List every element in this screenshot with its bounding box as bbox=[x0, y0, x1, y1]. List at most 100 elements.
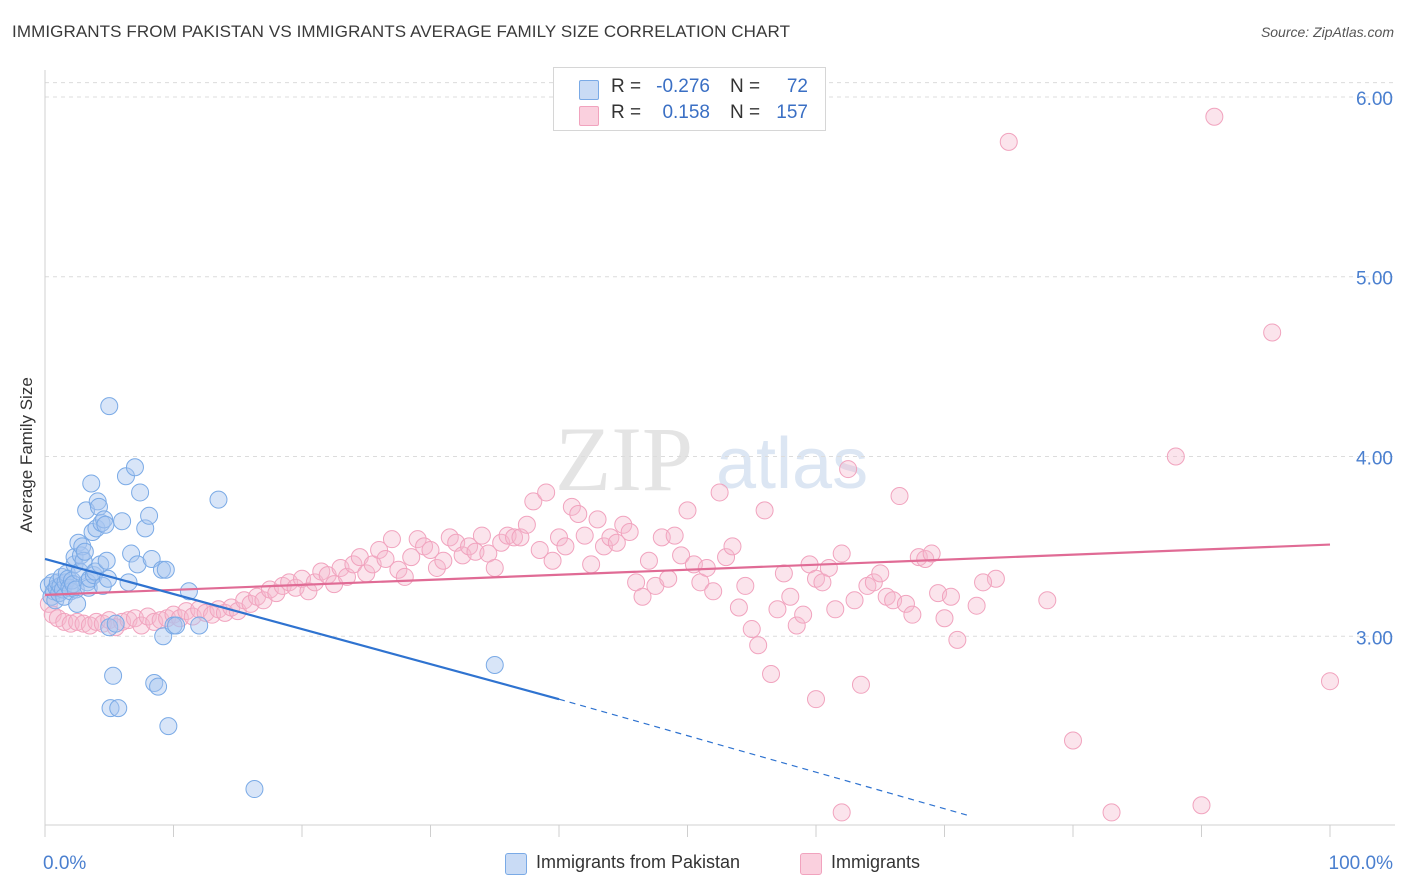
data-point-immigrants bbox=[1205, 107, 1224, 126]
watermark-atlas: atlas bbox=[716, 424, 868, 504]
data-point-immigrants bbox=[537, 483, 556, 502]
data-point-pakistan bbox=[104, 666, 123, 685]
data-point-immigrants bbox=[575, 526, 594, 545]
series-immigrants bbox=[39, 107, 1339, 822]
data-point-pakistan bbox=[88, 492, 107, 511]
data-point-immigrants bbox=[839, 460, 858, 479]
data-point-immigrants bbox=[562, 497, 581, 516]
tick-labels: 3.00 4.00 5.00 6.00 0.0% 100.0% bbox=[43, 89, 1393, 874]
data-point-immigrants bbox=[832, 544, 851, 563]
data-point-pakistan bbox=[159, 717, 178, 736]
data-point-immigrants bbox=[389, 560, 408, 579]
data-point-immigrants bbox=[370, 540, 389, 559]
data-point-immigrants bbox=[890, 487, 909, 506]
data-point-immigrants bbox=[588, 510, 607, 529]
data-point-pakistan bbox=[68, 594, 87, 613]
data-point-immigrants bbox=[723, 537, 742, 556]
data-point-immigrants bbox=[267, 584, 286, 603]
data-point-immigrants bbox=[639, 551, 658, 570]
data-point-immigrants bbox=[344, 555, 363, 574]
data-point-immigrants bbox=[736, 576, 755, 595]
data-point-immigrants bbox=[1192, 796, 1211, 815]
data-point-pakistan bbox=[156, 560, 175, 579]
data-point-immigrants bbox=[935, 609, 954, 628]
data-point-immigrants bbox=[61, 614, 80, 633]
stats-swatch-pakistan bbox=[579, 80, 599, 100]
data-point-immigrants bbox=[749, 636, 768, 655]
data-point-immigrants bbox=[871, 564, 890, 583]
legend-swatch-immigrants bbox=[800, 853, 822, 875]
data-point-pakistan bbox=[140, 506, 159, 525]
legend-label-immigrants: Immigrants bbox=[831, 852, 921, 872]
data-point-immigrants bbox=[659, 569, 678, 588]
data-point-immigrants bbox=[614, 515, 633, 534]
y-tick-label: 4.00 bbox=[1356, 448, 1393, 469]
data-point-immigrants bbox=[832, 803, 851, 822]
data-point-immigrants bbox=[1321, 672, 1339, 691]
data-point-immigrants bbox=[505, 528, 524, 547]
data-point-immigrants bbox=[427, 558, 446, 577]
data-point-immigrants bbox=[1064, 731, 1082, 750]
trend-line-pakistan-extension bbox=[558, 698, 971, 817]
r-value: 0.158 bbox=[662, 102, 710, 123]
data-point-pakistan bbox=[101, 699, 120, 718]
data-point-pakistan bbox=[106, 614, 125, 633]
y-axis-label: Average Family Size bbox=[17, 377, 36, 533]
data-point-immigrants bbox=[922, 544, 941, 563]
data-point-immigrants bbox=[633, 587, 652, 606]
data-point-immigrants bbox=[299, 582, 318, 601]
data-point-immigrants bbox=[524, 492, 543, 511]
stats-swatch-immigrants bbox=[579, 106, 599, 126]
watermark: ZIP atlas bbox=[555, 408, 868, 510]
trend-line-immigrants bbox=[44, 543, 1331, 597]
data-point-immigrants bbox=[607, 533, 626, 552]
data-point-immigrants bbox=[665, 526, 684, 545]
data-point-pakistan bbox=[113, 512, 132, 531]
data-point-immigrants bbox=[704, 582, 723, 601]
data-point-immigrants bbox=[896, 594, 915, 613]
n-label: N = bbox=[730, 76, 761, 97]
chart-title: IMMIGRANTS FROM PAKISTAN VS IMMIGRANTS A… bbox=[12, 22, 791, 41]
data-point-pakistan bbox=[97, 551, 116, 570]
legend-swatch-pakistan bbox=[505, 853, 527, 875]
data-point-immigrants bbox=[717, 548, 736, 567]
data-point-immigrants bbox=[530, 540, 549, 559]
r-label: R = bbox=[611, 102, 642, 123]
n-label: N = bbox=[730, 102, 761, 123]
data-point-immigrants bbox=[678, 501, 697, 520]
data-point-immigrants bbox=[55, 612, 74, 631]
data-point-immigrants bbox=[402, 548, 421, 567]
data-point-immigrants bbox=[517, 515, 536, 534]
data-point-immigrants bbox=[787, 616, 806, 635]
data-point-pakistan bbox=[179, 582, 198, 601]
data-point-pakistan bbox=[209, 490, 228, 509]
data-point-pakistan bbox=[100, 397, 119, 416]
data-point-immigrants bbox=[472, 526, 491, 545]
data-point-immigrants bbox=[550, 528, 568, 547]
data-point-pakistan bbox=[82, 474, 101, 493]
data-point-immigrants bbox=[768, 600, 787, 619]
data-point-immigrants bbox=[376, 549, 395, 568]
data-point-pakistan bbox=[149, 677, 168, 696]
data-point-pakistan bbox=[152, 560, 171, 579]
data-point-immigrants bbox=[999, 132, 1018, 151]
data-point-pakistan bbox=[167, 616, 186, 635]
data-point-pakistan bbox=[128, 555, 147, 574]
data-point-immigrants bbox=[851, 675, 870, 694]
data-point-pakistan bbox=[485, 656, 504, 675]
data-point-immigrants bbox=[819, 558, 838, 577]
data-point-immigrants bbox=[967, 596, 986, 615]
data-point-pakistan bbox=[122, 544, 141, 563]
n-value: 72 bbox=[786, 76, 808, 97]
data-point-immigrants bbox=[742, 620, 761, 639]
data-point-immigrants bbox=[864, 573, 883, 592]
data-point-immigrants bbox=[974, 573, 993, 592]
data-point-immigrants bbox=[408, 530, 427, 549]
data-point-immigrants bbox=[1263, 323, 1282, 342]
stats-box: R = -0.276 N = 72 R = 0.158 N = 157 bbox=[553, 67, 826, 131]
source-label: Source: ZipAtlas.com bbox=[1260, 24, 1394, 40]
y-tick-label: 5.00 bbox=[1356, 269, 1393, 290]
stats-row-immigrants: R = 0.158 N = 157 bbox=[554, 102, 825, 128]
data-point-immigrants bbox=[556, 537, 575, 556]
